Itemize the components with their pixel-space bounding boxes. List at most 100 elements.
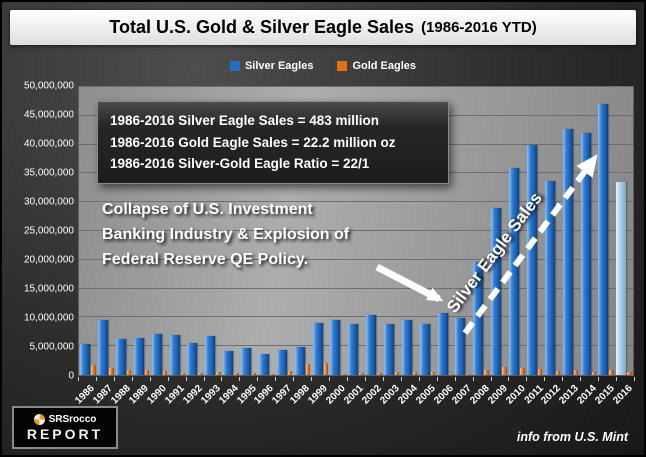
x-tick-label: 2016 [611, 383, 635, 407]
silver-eagles-bar-2001 [348, 324, 359, 375]
silver-eagles-bar-2004 [401, 319, 412, 375]
legend-item-silver-eagles: Silver Eagles [229, 58, 313, 74]
x-tick-label: 2005 [414, 383, 438, 407]
gold-eagles-bar-1991 [180, 372, 185, 375]
gold-eagles-bar-1986 [91, 364, 96, 375]
x-tick-mark [382, 377, 384, 381]
x-tick-label: 2010 [503, 383, 528, 407]
gridline [79, 316, 633, 318]
gold-eagles-bar-1989 [144, 370, 150, 375]
silver-eagles-bar-1995 [241, 347, 252, 375]
x-tick-label: 2007 [450, 383, 474, 407]
x-tick-label: 2006 [432, 383, 456, 407]
x-tick-mark [508, 377, 510, 381]
x-tick-mark [347, 377, 349, 381]
legend-item-gold-eagles: Gold Eagles [337, 58, 416, 74]
gold-eagles-bar-2007 [466, 373, 471, 375]
srsrocco-logo-name: SRSrocco [48, 413, 97, 425]
gold-eagles-bar-1994 [234, 373, 239, 375]
note-line-1: Collapse of U.S. Investment [102, 201, 313, 218]
x-tick-mark [221, 377, 223, 381]
x-tick-mark [400, 377, 402, 381]
gold-eagles-bar-2010 [520, 367, 525, 375]
gridline [79, 258, 633, 260]
silver-eagles-bar-1997 [276, 350, 287, 375]
silver-eagles-bar-1999 [312, 323, 323, 375]
bar-group-2013 [562, 87, 580, 375]
x-tick-mark [436, 377, 438, 381]
x-tick-mark [203, 377, 205, 381]
source-credit: info from U.S. Mint [516, 430, 628, 444]
bar-group-1999 [311, 87, 329, 375]
bar-group-1989 [133, 87, 151, 375]
x-tick-mark [113, 377, 115, 381]
bar-group-1988 [115, 87, 133, 375]
x-tick-mark [490, 377, 492, 381]
note-line-3: Federal Reserve QE Policy. [102, 250, 309, 268]
gold-eagles-bar-1998 [305, 364, 311, 375]
gold-eagles-bar-2006 [448, 373, 454, 375]
bar-group-2000 [329, 87, 347, 375]
silver-eagles-bar-2011 [526, 144, 537, 375]
bar-group-1995 [240, 87, 258, 375]
silver-eagles-bar-1993 [205, 335, 216, 375]
bar-group-2006 [436, 87, 454, 375]
gold-eagles-bar-2016 [627, 371, 632, 375]
y-tick-label: 40,000,000 [23, 138, 74, 150]
gridline [79, 86, 633, 87]
bar-group-2012 [544, 87, 562, 375]
srsrocco-logo-top: SRSrocco [33, 413, 97, 425]
x-tick-mark [418, 377, 420, 381]
bar-group-1991 [168, 87, 186, 375]
stats-line-gold: 1986-2016 Gold Eagle Sales = 22.2 millio… [110, 134, 396, 150]
silver-eagles-bar-1991 [169, 334, 180, 375]
x-tick-mark [526, 377, 528, 381]
x-tick-mark [167, 377, 169, 381]
x-tick-mark [580, 377, 582, 381]
x-tick-label: 1989 [127, 383, 151, 407]
chart-title-suffix: (1986-2016 YTD) [421, 19, 537, 36]
x-tick-mark [257, 377, 259, 381]
x-tick-mark [544, 377, 546, 381]
silver-eagles-bar-2016 [616, 182, 627, 375]
silver-eagles-bar-2007 [455, 317, 466, 375]
gold-eagles-bar-1996 [269, 373, 275, 375]
x-tick-label: 1993 [198, 383, 223, 407]
chart-title-main: Total U.S. Gold & Silver Eagle Sales [109, 17, 415, 37]
bar-group-2005 [419, 87, 437, 375]
y-tick-label: 30,000,000 [23, 196, 74, 208]
x-tick-mark [634, 377, 635, 381]
y-tick-label: 25,000,000 [23, 225, 74, 237]
gold-eagles-bar-2009 [502, 366, 507, 375]
bar-group-2014 [579, 87, 597, 375]
silver-eagles-bar-1986 [80, 343, 91, 375]
gold-eagles-bar-2011 [537, 369, 543, 375]
x-tick-mark [562, 377, 564, 381]
bar-group-2007 [454, 87, 472, 375]
stats-box: 1986-2016 Silver Eagle Sales = 483 milli… [97, 101, 449, 184]
bar-group-2002 [365, 87, 383, 375]
bar-group-1990 [150, 87, 168, 375]
y-tick-label: 50,000,000 [23, 80, 74, 92]
silver-eagles-bar-2006 [437, 313, 448, 375]
silver-eagles-bar-2003 [384, 323, 394, 375]
chart-title: Total U.S. Gold & Silver Eagle Sales (19… [10, 10, 636, 45]
x-tick-label: 1992 [180, 383, 205, 407]
bar-group-1986 [79, 87, 97, 375]
x-tick-mark [311, 377, 313, 381]
x-tick-mark [149, 377, 151, 381]
x-tick-mark [598, 377, 600, 381]
y-tick-label: 0 [68, 370, 74, 382]
gold-eagles-bar-2008 [484, 370, 489, 375]
x-tick-mark [329, 377, 331, 381]
gold-eagles-bar-2013 [573, 370, 579, 375]
silver-eagles-bar-2015 [598, 104, 609, 375]
gold-eagles-bar-2003 [395, 372, 400, 375]
x-tick-label: 2008 [467, 383, 492, 407]
x-tick-mark [131, 377, 133, 381]
bar-group-1992 [186, 87, 204, 375]
silver-eagles-bar-1998 [294, 347, 305, 375]
x-tick-label: 1988 [109, 383, 133, 407]
silver-eagles-bar-1987 [98, 320, 109, 375]
x-tick-mark [293, 377, 295, 381]
